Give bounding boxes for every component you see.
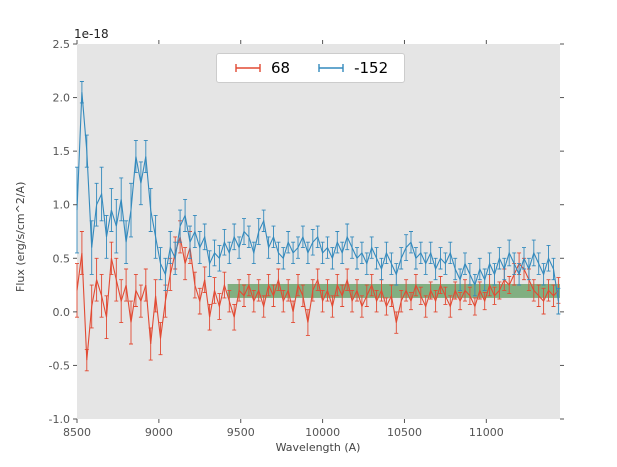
y-tick-label: 2.0 bbox=[53, 92, 71, 105]
x-tick-label: 9000 bbox=[145, 426, 173, 439]
series-line-68 bbox=[76, 236, 559, 361]
y-axis-label: Flux (erg/s/cm^2/A) bbox=[14, 181, 27, 292]
legend-label-68: 68 bbox=[271, 59, 291, 77]
legend-entry-152: -152 bbox=[316, 59, 388, 77]
y-tick-label: 0.0 bbox=[53, 306, 71, 319]
y-tick-label: 0.5 bbox=[53, 252, 71, 265]
x-tick-label: 9500 bbox=[227, 426, 255, 439]
y-tick-label: 1.0 bbox=[53, 199, 71, 212]
errorbars--152 bbox=[75, 81, 561, 315]
legend-entry-68: 68 bbox=[233, 59, 290, 77]
legend-label-152: -152 bbox=[354, 59, 389, 77]
errorbar-glyph-blue-path bbox=[318, 64, 344, 72]
legend: 68 -152 bbox=[216, 53, 406, 83]
y-tick-label: -1.0 bbox=[49, 413, 70, 426]
plot-area bbox=[77, 44, 560, 419]
errorbar-glyph-blue-icon bbox=[318, 64, 344, 72]
x-tick-label: 10000 bbox=[305, 426, 340, 439]
y-tick-label: 1.5 bbox=[53, 145, 71, 158]
errorbar-glyph-red-icon bbox=[235, 64, 261, 72]
x-axis-label: Wavelength (A) bbox=[275, 441, 361, 454]
y-tick-label: -0.5 bbox=[49, 359, 70, 372]
errorbar-glyph-red-path bbox=[235, 64, 261, 72]
reference-band bbox=[227, 284, 561, 298]
x-tick-label: 10500 bbox=[387, 426, 422, 439]
x-tick-label: 11000 bbox=[469, 426, 504, 439]
errorbars-68 bbox=[75, 220, 561, 372]
x-tick-label: 8500 bbox=[63, 426, 91, 439]
y-tick-label: 2.5 bbox=[53, 38, 71, 51]
y-offset-label: 1e-18 bbox=[74, 27, 109, 41]
series-line--152 bbox=[76, 92, 559, 302]
